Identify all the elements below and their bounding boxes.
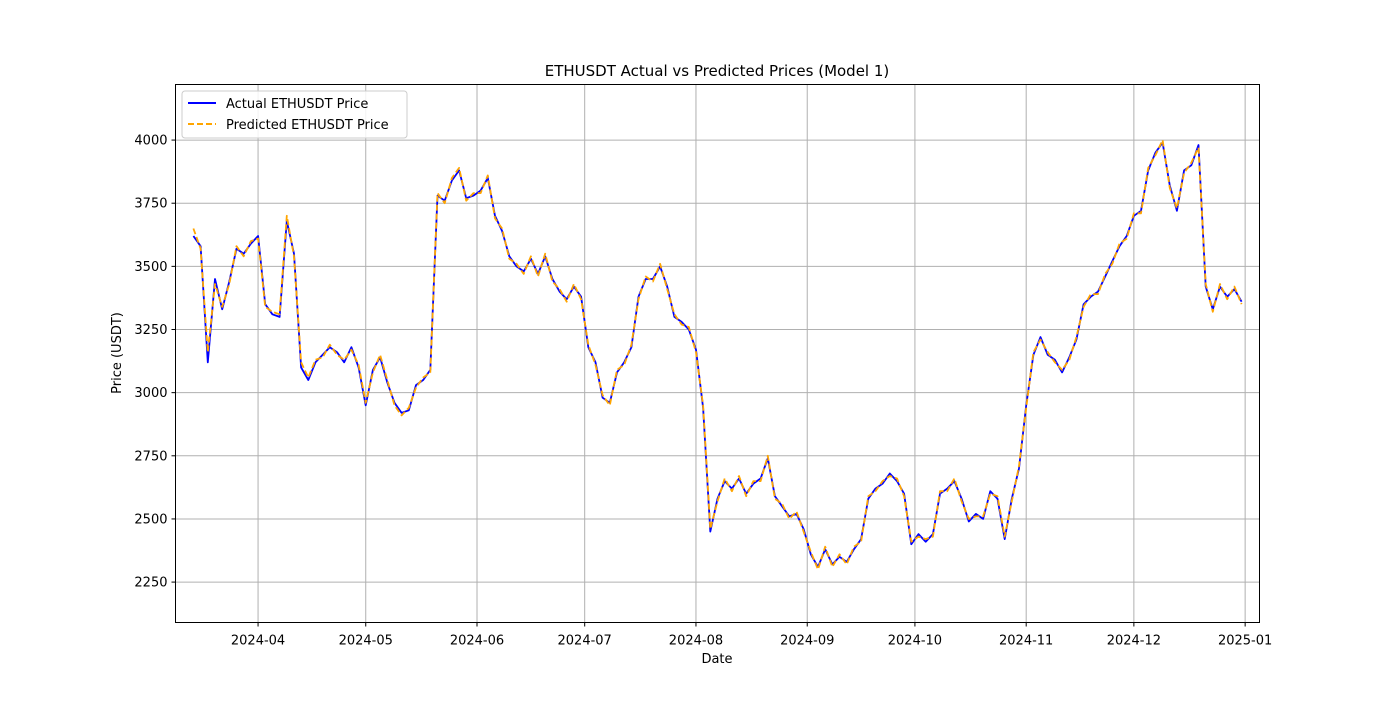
x-tick-label: 2025-01 <box>1218 634 1272 649</box>
x-tick-label: 2024-04 <box>231 634 285 649</box>
x-tick-label: 2024-09 <box>780 634 834 649</box>
x-tick-label: 2024-06 <box>450 634 504 649</box>
y-axis-label: Price (USDT) <box>110 312 125 394</box>
y-tick-label: 3250 <box>134 323 167 338</box>
predicted-price-line <box>192 139 1243 571</box>
x-tick-label: 2024-05 <box>339 634 393 649</box>
x-tick-label: 2024-11 <box>999 634 1053 649</box>
y-tick-label: 2500 <box>134 512 167 527</box>
legend-label-actual: Actual ETHUSDT Price <box>226 97 368 112</box>
y-axis: 2250 2500 2750 3000 3250 3500 3750 4000 <box>134 134 176 591</box>
grid <box>175 84 1260 623</box>
plot-area-frame <box>175 84 1260 623</box>
y-tick-label: 3000 <box>134 386 167 401</box>
y-tick-label: 4000 <box>134 134 167 149</box>
series-layer <box>192 139 1243 571</box>
x-tick-label: 2024-07 <box>558 634 612 649</box>
legend-box <box>181 90 408 139</box>
legend: Actual ETHUSDT Price Predicted ETHUSDT P… <box>181 90 408 139</box>
legend-label-predicted: Predicted ETHUSDT Price <box>226 118 389 133</box>
x-axis-label: Date <box>701 652 732 667</box>
x-tick-label: 2024-10 <box>888 634 942 649</box>
y-tick-label: 3750 <box>134 197 167 212</box>
y-tick-label: 2250 <box>134 576 167 591</box>
chart-title: ETHUSDT Actual vs Predicted Prices (Mode… <box>545 62 890 80</box>
x-tick-label: 2024-08 <box>669 634 723 649</box>
y-tick-label: 2750 <box>134 449 167 464</box>
x-tick-label: 2024-12 <box>1107 634 1161 649</box>
y-tick-label: 3500 <box>134 260 167 275</box>
x-axis: 2024-04 2024-05 2024-06 2024-07 2024-08 2024-… <box>231 622 1272 649</box>
